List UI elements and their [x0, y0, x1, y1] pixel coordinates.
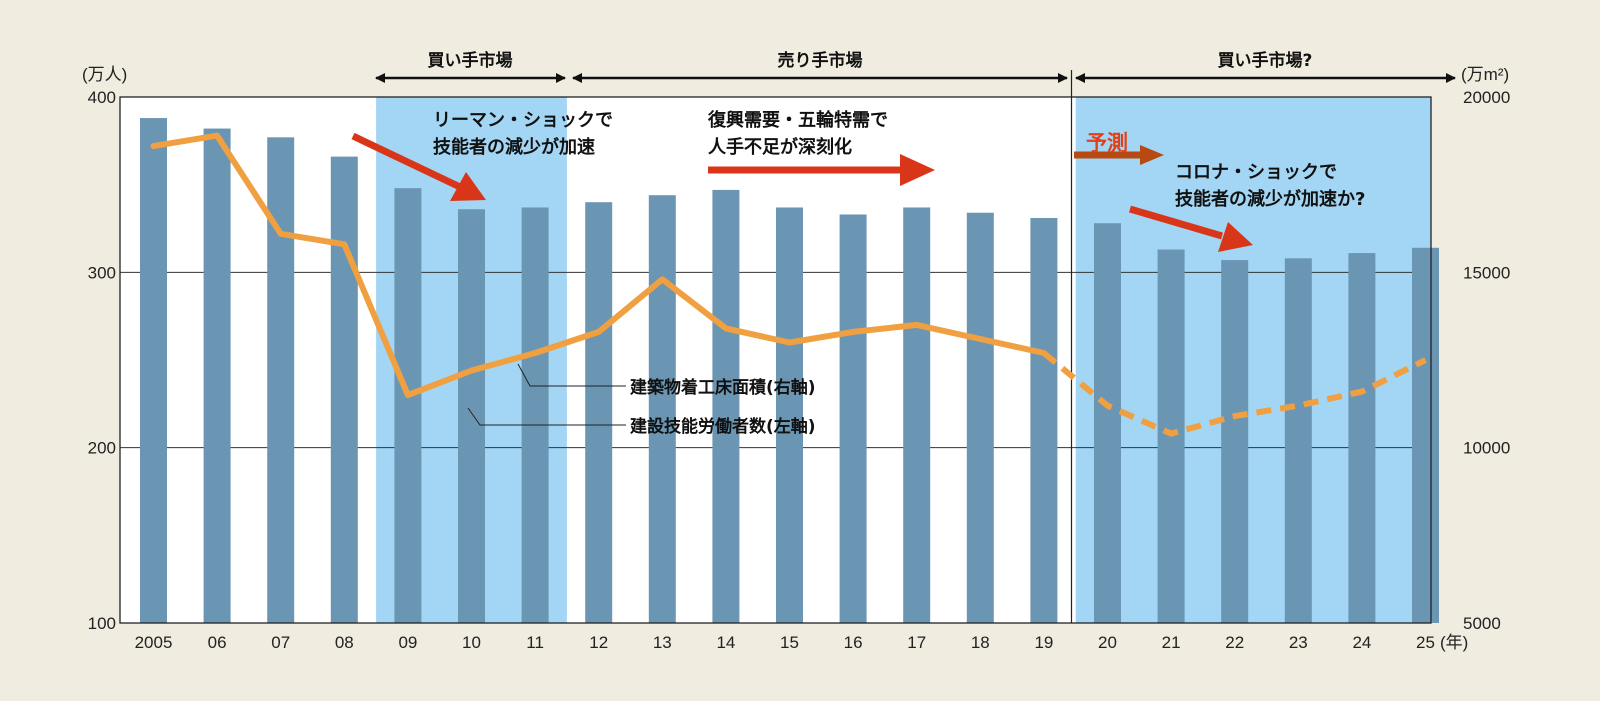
bar-2005: [140, 118, 167, 623]
bar-17: [903, 207, 931, 623]
bar-20: [1094, 223, 1121, 624]
x-tick-15: 15: [780, 633, 799, 652]
bar-23: [1284, 258, 1312, 623]
x-tick-22: 22: [1225, 633, 1244, 652]
forecast-arrowhead: [1140, 145, 1164, 165]
x-tick-21: 21: [1162, 633, 1181, 652]
x-tick-12: 12: [589, 633, 608, 652]
bar-series-label: 建設技能労働者数(左軸): [630, 416, 816, 437]
left-tick-1: 200: [88, 439, 116, 458]
plot-border: [119, 96, 1432, 624]
x-tick-20: 20: [1098, 633, 1117, 652]
corona-arrow: [1129, 205, 1223, 240]
bar-16: [839, 214, 867, 623]
x-tick-19: 19: [1034, 633, 1053, 652]
lehman-arrowhead: [450, 172, 486, 201]
x-tick-23: 23: [1289, 633, 1308, 652]
x-tick-06: 06: [208, 633, 227, 652]
line-series-leader: [517, 363, 626, 387]
x-tick-07: 07: [271, 633, 290, 652]
right-tick-2: 15000: [1463, 263, 1510, 282]
period-label-sellers: 売り手市場: [778, 50, 863, 71]
x-tick-18: 18: [971, 633, 990, 652]
period-label-buyers-1: 買い手市場: [428, 50, 513, 71]
bar-13: [648, 195, 676, 624]
x-tick-09: 09: [398, 633, 417, 652]
right-axis-unit: (万m²): [1461, 65, 1509, 84]
legend-callouts: 建築物着工床面積(右軸) 建設技能労働者数(左軸): [467, 363, 816, 437]
x-tick-16: 16: [844, 633, 863, 652]
bar-09: [394, 188, 422, 623]
reconstruction-note-line2: 人手不足が深刻化: [708, 136, 852, 158]
reconstruction-arrowhead: [900, 154, 935, 186]
line-series-label: 建築物着工床面積(右軸): [630, 377, 816, 398]
right-tick-1: 10000: [1463, 439, 1510, 458]
corona-note-line2: 技能者の減少が加速か?: [1175, 188, 1365, 210]
corona-note-line1: コロナ・ショックで: [1175, 162, 1337, 183]
bar-07: [267, 137, 295, 623]
annotations: リーマン・ショックで 技能者の減少が加速 復興需要・五輪特需で 人手不足が深刻化…: [351, 109, 1365, 252]
reconstruction-note-line1: 復興需要・五輪特需で: [707, 109, 888, 131]
period-brackets: 買い手市場 売り手市場 買い手市場?: [375, 50, 1456, 83]
x-tick-17: 17: [907, 633, 926, 652]
forecast-label: 予測: [1086, 131, 1128, 155]
bar-22: [1221, 260, 1249, 623]
x-tick-24: 24: [1352, 633, 1371, 652]
bar-11: [521, 207, 549, 623]
bar-10: [458, 209, 485, 624]
x-tick-25: 25: [1416, 633, 1435, 652]
lehman-note-line1: リーマン・ショックで: [433, 110, 613, 131]
left-axis-unit: (万人): [82, 65, 127, 84]
x-tick-11: 11: [526, 633, 544, 652]
bar-19: [1030, 217, 1058, 624]
period-label-buyers-2: 買い手市場?: [1218, 50, 1313, 71]
right-tick-0: 5000: [1463, 614, 1501, 633]
bar-14: [712, 189, 740, 623]
left-tick-3: 400: [88, 88, 116, 107]
x-axis-unit: (年): [1440, 633, 1468, 652]
bar-15: [776, 207, 803, 623]
x-tick-10: 10: [462, 633, 481, 652]
bar-08: [330, 156, 358, 623]
bar-12: [585, 202, 613, 623]
x-tick-08: 08: [335, 633, 354, 652]
lehman-arrow: [351, 132, 462, 191]
right-tick-3: 20000: [1463, 88, 1510, 107]
bar-06: [203, 128, 231, 623]
left-tick-0: 100: [88, 614, 116, 633]
floor-area-line-actual: [150, 132, 1047, 399]
x-tick-13: 13: [653, 633, 672, 652]
x-tick-14: 14: [716, 633, 735, 652]
left-tick-2: 300: [88, 263, 116, 282]
bar-18: [966, 212, 994, 623]
corona-arrowhead: [1218, 222, 1253, 252]
bar-25: [1412, 247, 1439, 623]
lehman-note-line2: 技能者の減少が加速: [433, 136, 595, 158]
x-tick-2005: 2005: [135, 633, 173, 652]
bar-series-leader: [467, 407, 626, 426]
bar-24: [1348, 253, 1376, 623]
